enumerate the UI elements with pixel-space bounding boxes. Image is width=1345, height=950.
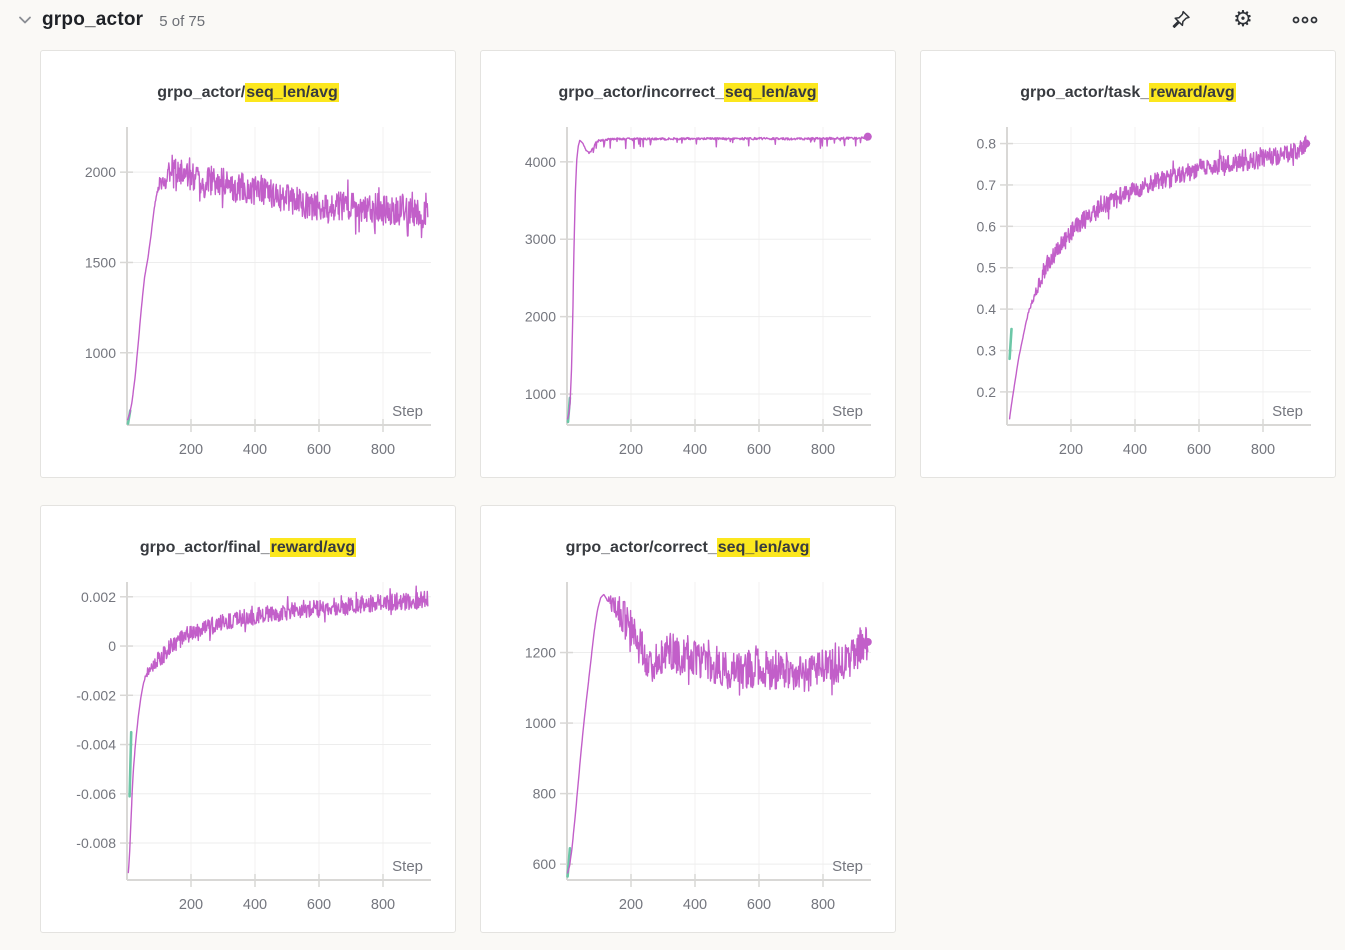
pushpin-icon[interactable] [1167, 6, 1195, 34]
ellipsis-icon[interactable] [1291, 6, 1319, 34]
chart-canvas[interactable]: 200 400 600 800 0.002 0 -0.002 -0.004 -0.006 -0.0… [49, 574, 445, 926]
x-tick-label: 400 [1123, 442, 1147, 458]
x-tick-label: 600 [307, 442, 331, 458]
chart-canvas[interactable]: 200 400 600 800 600 800 1000 1200 Step [489, 574, 885, 926]
x-tick-label: 600 [307, 897, 331, 913]
x-axis-label: Step [392, 403, 423, 420]
chart-panel[interactable]: grpo_actor/final_reward/avg 200 400 600 800… [40, 505, 456, 933]
x-tick-label: 600 [747, 897, 771, 913]
chart-canvas[interactable]: 200 400 600 800 0.2 0.3 0.4 0.5 0.6 0.7 0.8 Step [929, 119, 1325, 471]
line-chart[interactable]: 200 400 600 800 1000 1500 2000 Step [49, 119, 445, 476]
y-tick-label: 1000 [85, 345, 116, 361]
x-tick-label: 800 [371, 897, 395, 913]
chart-canvas[interactable]: 200 400 600 800 1000 2000 3000 4000 Step [489, 119, 885, 471]
chart-panel[interactable]: grpo_actor/incorrect_seq_len/avg 200 400 6… [480, 50, 896, 478]
line-chart[interactable]: 200 400 600 800 1000 2000 3000 4000 Step [489, 119, 885, 476]
y-tick-label: 1500 [85, 254, 116, 270]
title-text: grpo_actor/ [157, 84, 246, 101]
series-end-dot [863, 132, 872, 141]
y-tick-label: -0.006 [76, 786, 116, 802]
gear-icon[interactable]: ⚙ [1233, 7, 1253, 32]
x-tick-label: 400 [243, 442, 267, 458]
y-tick-label: 0 [108, 638, 116, 654]
x-tick-label: 200 [619, 897, 643, 913]
chart-title: grpo_actor/seq_len/avg [51, 83, 445, 102]
series-end-dot [863, 637, 872, 646]
x-tick-label: 200 [179, 442, 203, 458]
x-tick-label: 200 [619, 442, 643, 458]
y-tick-label: 0.7 [977, 177, 997, 193]
x-tick-label: 400 [243, 897, 267, 913]
title-highlight: reward/avg [269, 538, 357, 557]
y-tick-label: 4000 [525, 154, 556, 170]
y-tick-label: 0.8 [977, 136, 997, 152]
title-text: grpo_actor/task_ [1020, 84, 1150, 101]
y-tick-label: -0.008 [76, 835, 116, 851]
y-tick-label: 0.002 [81, 589, 116, 605]
y-tick-label: 3000 [525, 231, 556, 247]
x-tick-label: 600 [747, 442, 771, 458]
y-tick-label: 600 [533, 856, 557, 872]
y-tick-label: 1000 [525, 715, 556, 731]
chart-panel[interactable]: grpo_actor/seq_len/avg 200 400 600 800 1000 1… [40, 50, 456, 478]
chevron-down-icon[interactable] [12, 7, 38, 33]
y-tick-label: -0.004 [76, 737, 116, 753]
x-axis-label: Step [832, 858, 863, 875]
title-text: grpo_actor/incorrect_ [558, 84, 724, 101]
y-tick-label: 2000 [525, 309, 556, 325]
x-tick-label: 400 [683, 897, 707, 913]
x-tick-label: 600 [1187, 442, 1211, 458]
y-tick-label: -0.002 [76, 687, 116, 703]
y-tick-label: 0.2 [977, 384, 997, 400]
y-tick-label: 1200 [525, 645, 556, 661]
title-highlight: seq_len/avg [716, 538, 811, 557]
y-tick-label: 0.4 [977, 301, 997, 317]
chart-title: grpo_actor/incorrect_seq_len/avg [491, 83, 885, 102]
run-primary-line [126, 154, 429, 421]
line-chart[interactable]: 200 400 600 800 0.2 0.3 0.4 0.5 0.6 0.7 0.8 Step [929, 119, 1325, 476]
run-primary-line [1008, 135, 1307, 420]
section-title: grpo_actor [42, 9, 144, 30]
title-highlight: seq_len/avg [245, 83, 339, 102]
chart-title: grpo_actor/task_reward/avg [931, 83, 1325, 102]
x-axis-label: Step [832, 403, 863, 420]
panel-grid: grpo_actor/seq_len/avg 200 400 600 800 1000 1… [0, 40, 1345, 933]
run-secondary-line [1008, 327, 1013, 361]
chart-title: grpo_actor/final_reward/avg [51, 538, 445, 557]
y-tick-label: 0.3 [977, 343, 997, 359]
title-highlight: reward/avg [1149, 83, 1236, 102]
x-tick-label: 200 [179, 897, 203, 913]
series-end-dot [1302, 139, 1311, 148]
run-primary-line [566, 136, 869, 420]
chart-title: grpo_actor/correct_seq_len/avg [491, 538, 885, 557]
x-tick-label: 800 [811, 442, 835, 458]
x-tick-label: 200 [1059, 442, 1083, 458]
chart-canvas[interactable]: 200 400 600 800 1000 1500 2000 Step [49, 119, 445, 471]
panel-count-badge: 5 of 75 [159, 12, 206, 30]
y-tick-label: 1000 [525, 386, 556, 402]
x-axis-label: Step [392, 858, 423, 875]
y-tick-label: 0.5 [977, 260, 997, 276]
x-tick-label: 800 [811, 897, 835, 913]
title-highlight: seq_len/avg [723, 83, 818, 102]
x-tick-label: 800 [371, 442, 395, 458]
y-tick-label: 0.6 [977, 218, 997, 234]
line-chart[interactable]: 200 400 600 800 0.002 0 -0.002 -0.004 -0.006 -0.0… [49, 574, 445, 931]
title-text: grpo_actor/correct_ [565, 539, 717, 556]
run-secondary-line [128, 730, 133, 798]
title-text: grpo_actor/final_ [139, 539, 270, 556]
line-chart[interactable]: 200 400 600 800 600 800 1000 1200 Step [489, 574, 885, 931]
section-header: grpo_actor 5 of 75 ⚙ [0, 0, 1345, 40]
chart-panel[interactable]: grpo_actor/correct_seq_len/avg 200 400 600… [480, 505, 896, 933]
x-tick-label: 800 [1251, 442, 1275, 458]
y-tick-label: 2000 [85, 164, 116, 180]
run-primary-line [566, 593, 869, 874]
chart-panel[interactable]: grpo_actor/task_reward/avg 200 400 600 800 0… [920, 50, 1336, 478]
x-axis-label: Step [1272, 403, 1303, 420]
y-tick-label: 800 [533, 786, 557, 802]
run-primary-line [127, 585, 429, 874]
x-tick-label: 400 [683, 442, 707, 458]
